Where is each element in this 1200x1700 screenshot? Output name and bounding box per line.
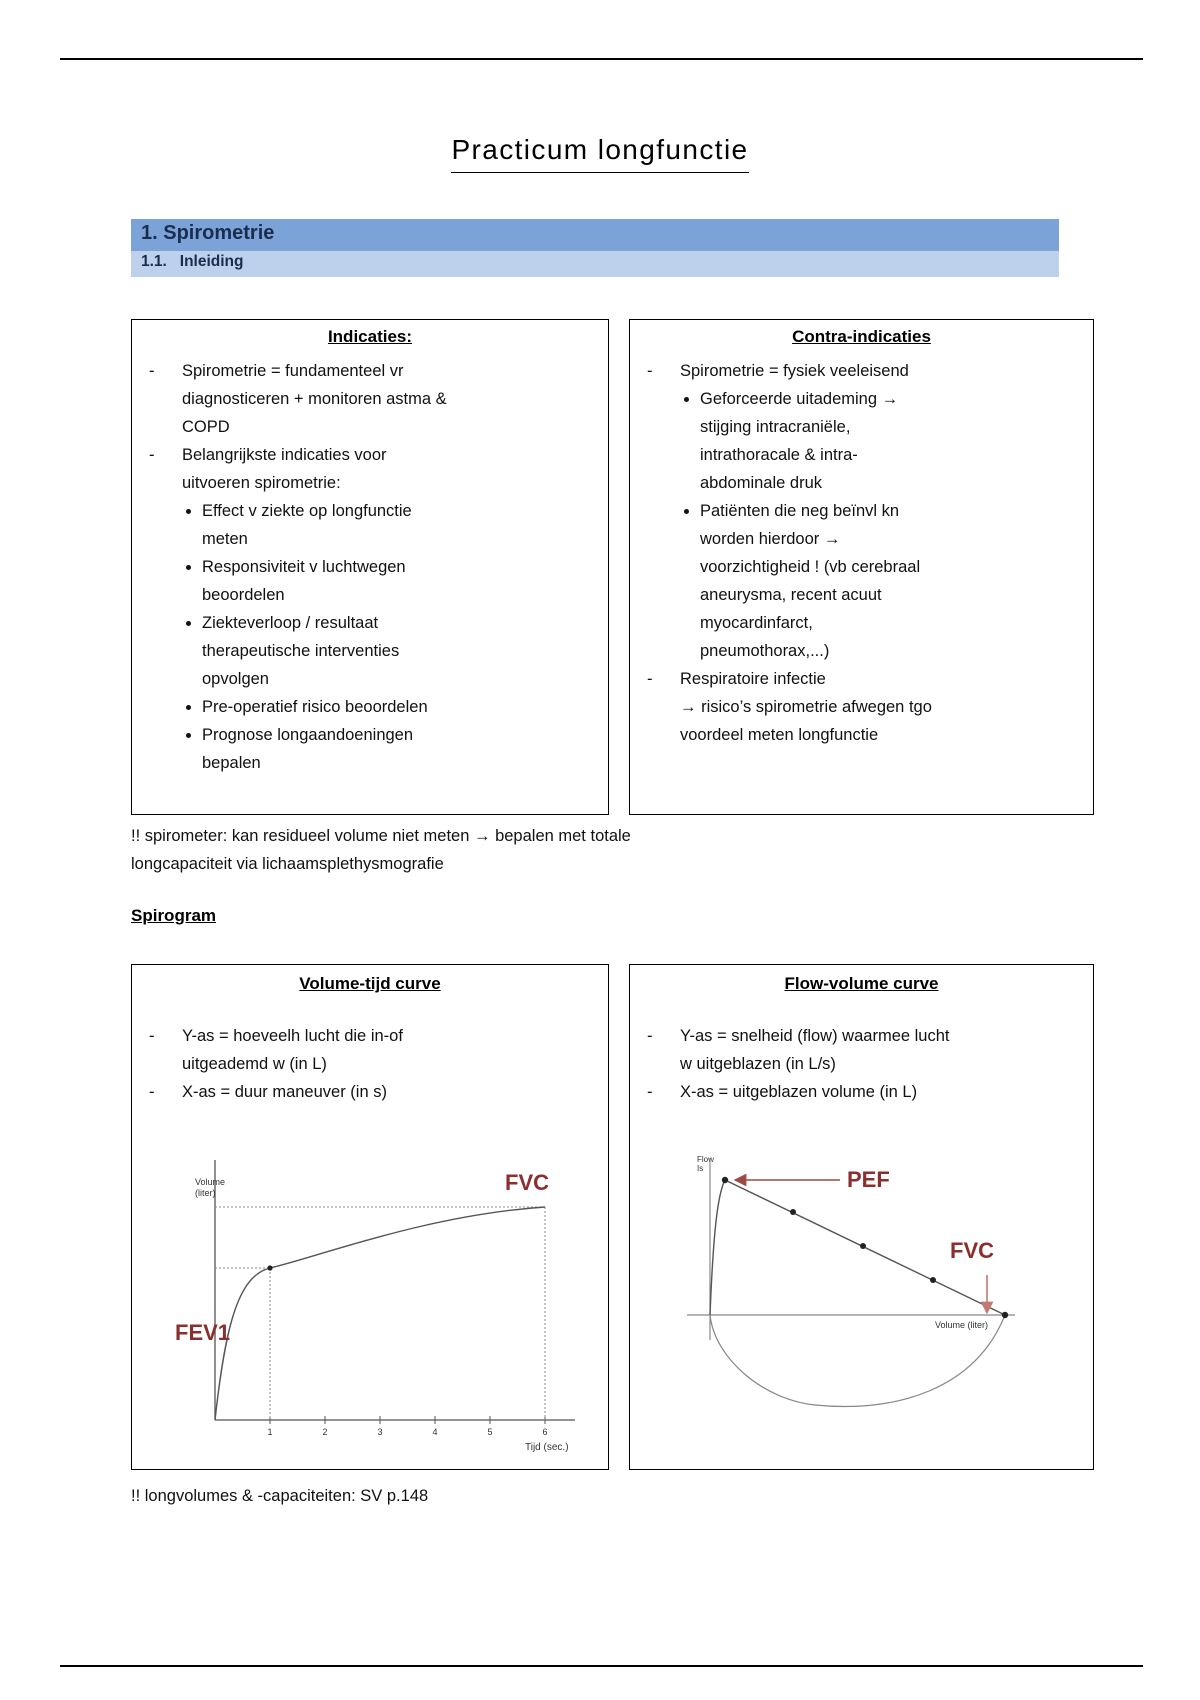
svg-text:Volume: Volume bbox=[195, 1177, 225, 1187]
svg-text:5: 5 bbox=[487, 1427, 492, 1437]
svg-text:3: 3 bbox=[377, 1427, 382, 1437]
svg-text:Tijd (sec.): Tijd (sec.) bbox=[525, 1442, 569, 1453]
svg-text:FEV1: FEV1 bbox=[175, 1320, 230, 1345]
svg-text:FVC: FVC bbox=[950, 1238, 994, 1263]
svg-text:PEF: PEF bbox=[847, 1167, 890, 1192]
svg-text:4: 4 bbox=[432, 1427, 437, 1437]
svg-text:(liter): (liter) bbox=[195, 1188, 216, 1198]
svg-text:6: 6 bbox=[542, 1427, 547, 1437]
svg-text:Is: Is bbox=[697, 1164, 703, 1173]
svg-text:Volume (liter): Volume (liter) bbox=[935, 1320, 988, 1330]
svg-text:FVC: FVC bbox=[505, 1170, 549, 1195]
svg-text:2: 2 bbox=[322, 1427, 327, 1437]
svg-text:Flow: Flow bbox=[697, 1155, 714, 1164]
svg-text:1: 1 bbox=[267, 1427, 272, 1437]
